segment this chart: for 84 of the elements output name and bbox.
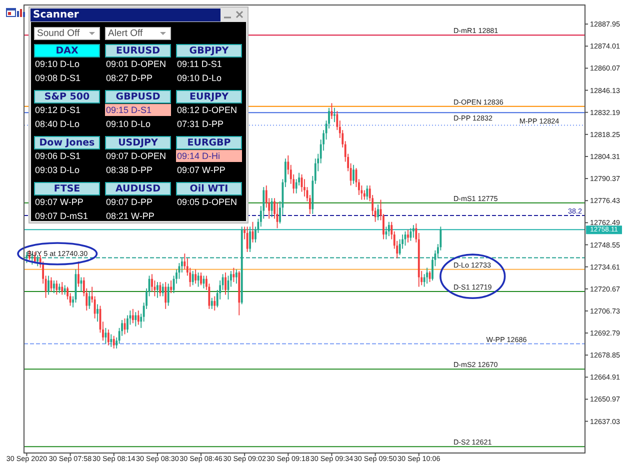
category-label: 09:03 D-Lo [35,165,80,175]
category-label: 09:10 D-Lo [177,73,222,83]
category-label: 09:10 D-Lo [35,59,80,69]
candlestick [388,221,390,237]
category-label: 08:38 D-PP [106,165,153,175]
category-label: FTSE [54,184,80,194]
category-label: 09:06 D-S1 [35,151,81,161]
candlestick [134,312,137,327]
text: Scanner [33,10,79,21]
category-label: EURJPY [190,92,229,102]
candlestick [56,280,58,296]
candlestick [270,198,273,218]
category-label: Oil WTI [190,184,228,194]
candlestick [200,272,202,286]
candlestick [162,283,164,297]
candlestick [96,304,98,322]
candlestick [80,276,82,292]
category-label: DAX [56,46,79,56]
category-label: 09:07 D-PP [106,197,153,207]
category-label: 09:12 D-S1 [35,105,81,115]
candlestick [334,107,336,123]
candlestick [214,296,216,311]
candlestick [78,261,80,288]
candlestick [385,226,388,240]
candlestick [363,190,366,200]
candlestick [164,282,167,310]
category-label: 09:07 D-OPEN [106,151,166,161]
category-label: GBPJPY [189,46,229,56]
category-label: 09:11 D-S1 [177,59,222,69]
candlestick [156,282,158,298]
category-label: 09:01 D-OPEN [106,59,166,69]
category-label: 09:10 D-Lo [106,119,151,129]
category-label: EURGBP [187,138,231,148]
candlestick [412,224,414,238]
candlestick [232,267,235,282]
candlestick [426,267,428,284]
category-label: GBPUSD [116,92,160,102]
category-label: 07:31 D-PP [177,119,224,129]
category-label: 09:07 W-PP [35,197,84,207]
candlestick [210,297,213,310]
candlestick [407,229,409,243]
candlestick [352,164,354,184]
candlestick [377,204,379,221]
category-label: 09:05 D-OPEN [177,197,238,207]
category-label: 09:14 D-Hi [177,151,220,161]
candlestick [170,280,172,294]
category-label: 08:27 D-PP [106,73,153,83]
candlestick [246,226,248,252]
category-label: 09:15 D-S1 [106,105,152,115]
category-label: 08:40 D-Lo [35,119,80,129]
category-label: 09:07 D-mS1 [35,211,88,221]
annotation: Alert Off [108,28,144,40]
candlestick [48,275,50,296]
candlestick [126,314,128,334]
candlestick [249,226,251,252]
candlestick [167,283,170,306]
candlestick [61,282,64,296]
candlestick [53,280,55,294]
candlestick [132,308,134,324]
candlestick [64,284,66,296]
candlestick [58,283,60,294]
category-label: USDJPY [118,138,158,148]
candlestick [159,282,162,297]
category-label: S&P 500 [44,92,90,102]
annotation: Sound Off [37,28,80,40]
category-label: 09:08 D-S1 [35,73,81,83]
candlestick [192,270,194,286]
candlestick [398,238,401,256]
category-label: AUDUSD [115,184,161,194]
category-label: 08:21 W-PP [106,211,154,221]
category-label: Dow Jones [39,138,96,148]
category-label: 08:12 D-OPEN [177,105,238,115]
candlestick [194,268,197,284]
category-label: 09:07 W-PP [177,165,226,175]
candlestick [110,334,112,348]
candlestick [235,268,238,284]
candlestick [137,310,140,326]
candlestick [104,327,107,344]
candlestick [366,185,368,200]
candlestick [112,335,115,349]
candlestick [88,291,90,310]
candlestick [224,272,226,296]
candlestick [107,329,110,346]
category-label: EURUSD [116,46,160,56]
